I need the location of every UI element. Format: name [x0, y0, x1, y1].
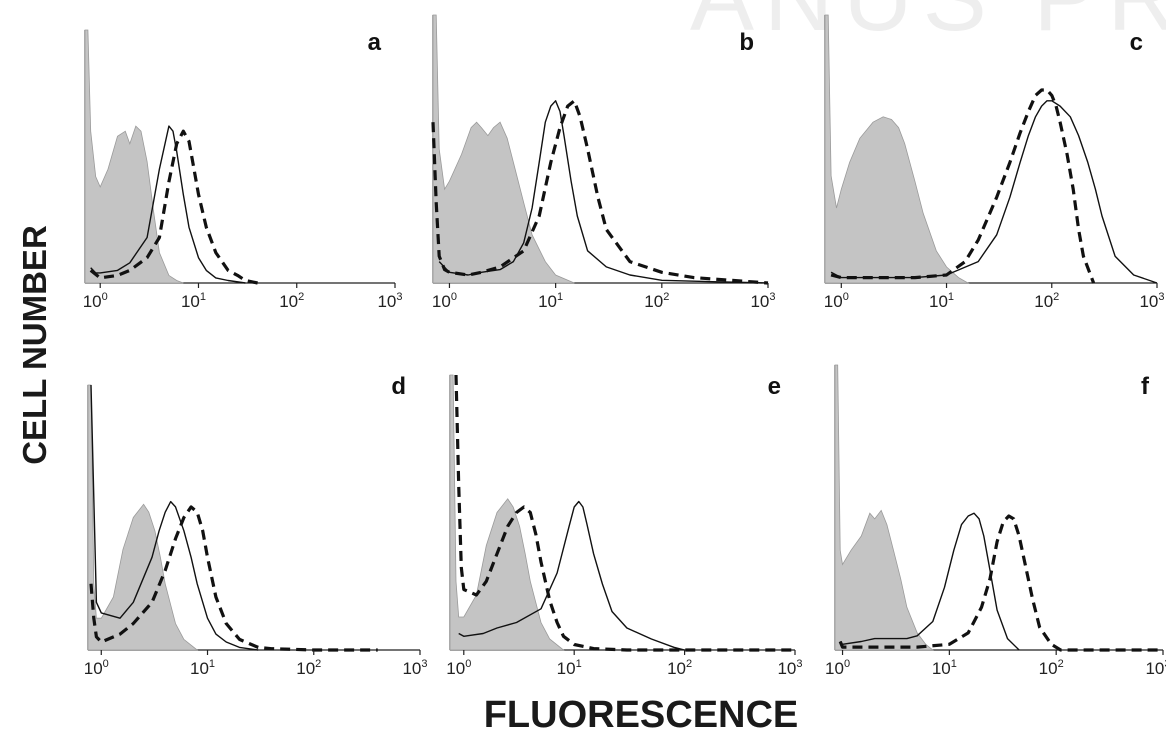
panel-b-tick-label: 101	[538, 291, 563, 311]
panel-d-tick-label: 103	[402, 658, 427, 678]
panel-d-dashed-histogram	[89, 505, 378, 652]
panel-f-tick-label: 100	[825, 658, 850, 678]
y-axis-label: CELL NUMBER	[16, 225, 53, 465]
panel-f-solid-histogram	[839, 512, 1020, 651]
panel-c-tick-label: 103	[1139, 291, 1164, 311]
panel-d-letter: d	[391, 373, 406, 400]
panel-f-tick-label: 103	[1145, 658, 1166, 678]
panel-d-tick-label: 101	[190, 658, 215, 678]
panel-d-tick-label: 102	[296, 658, 321, 678]
panel-b-tick-label: 102	[644, 291, 669, 311]
panel-a: 100 101 102 103 a	[83, 29, 403, 311]
panel-c-control-histogram	[824, 14, 970, 284]
panel-a-dashed-histogram	[89, 129, 258, 285]
panel-f-dashed-histogram	[838, 514, 1163, 652]
panel-f-tick-label: 102	[1039, 658, 1064, 678]
panel-e: 100 101 102 103 e	[446, 373, 802, 678]
panel-e-dashed-histogram	[454, 374, 795, 652]
panel-b-letter: b	[739, 29, 754, 56]
panel-c-letter: c	[1130, 29, 1143, 56]
panel-a-letter: a	[368, 29, 382, 56]
panel-c-tick-label: 100	[824, 291, 849, 311]
panel-b-tick-label: 100	[432, 291, 457, 311]
panel-f: 100 101 102 103 f	[825, 364, 1166, 678]
panel-c-dashed-histogram	[830, 88, 1096, 284]
panel-d: 100 101 102 103 d	[84, 373, 428, 678]
panel-e-tick-label: 103	[777, 658, 802, 678]
panel-e-tick-label: 102	[667, 658, 692, 678]
panel-a-tick-label: 102	[279, 291, 304, 311]
panel-d-control-histogram	[87, 384, 199, 651]
panel-a-tick-label: 100	[83, 291, 108, 311]
panel-b-tick-label: 103	[750, 291, 775, 311]
panel-c-tick-label: 102	[1034, 291, 1059, 311]
watermark: ANUS PROOF	[690, 0, 1166, 51]
panel-b: 100 101 102 103 b	[431, 14, 776, 311]
panel-c: 100 101 102 103 c	[824, 14, 1165, 311]
panel-e-solid-histogram	[458, 500, 685, 651]
panel-d-tick-label: 100	[84, 658, 109, 678]
panel-d-solid-histogram	[90, 384, 259, 651]
panel-c-tick-label: 101	[929, 291, 954, 311]
panel-a-tick-label: 101	[181, 291, 206, 311]
panel-a-tick-label: 103	[377, 291, 402, 311]
panel-e-tick-label: 100	[446, 658, 471, 678]
panel-e-letter: e	[768, 373, 781, 400]
panel-a-solid-histogram	[90, 125, 246, 284]
panel-e-control-histogram	[449, 374, 565, 651]
panel-a-control-histogram	[84, 29, 184, 284]
panel-f-control-histogram	[834, 364, 934, 651]
panel-b-dashed-histogram	[431, 99, 769, 285]
panel-f-letter: f	[1141, 373, 1150, 400]
panel-e-tick-label: 101	[557, 658, 582, 678]
x-axis-label: FLUORESCENCE	[484, 694, 799, 731]
panel-b-control-histogram	[432, 14, 575, 284]
panel-f-tick-label: 101	[932, 658, 957, 678]
